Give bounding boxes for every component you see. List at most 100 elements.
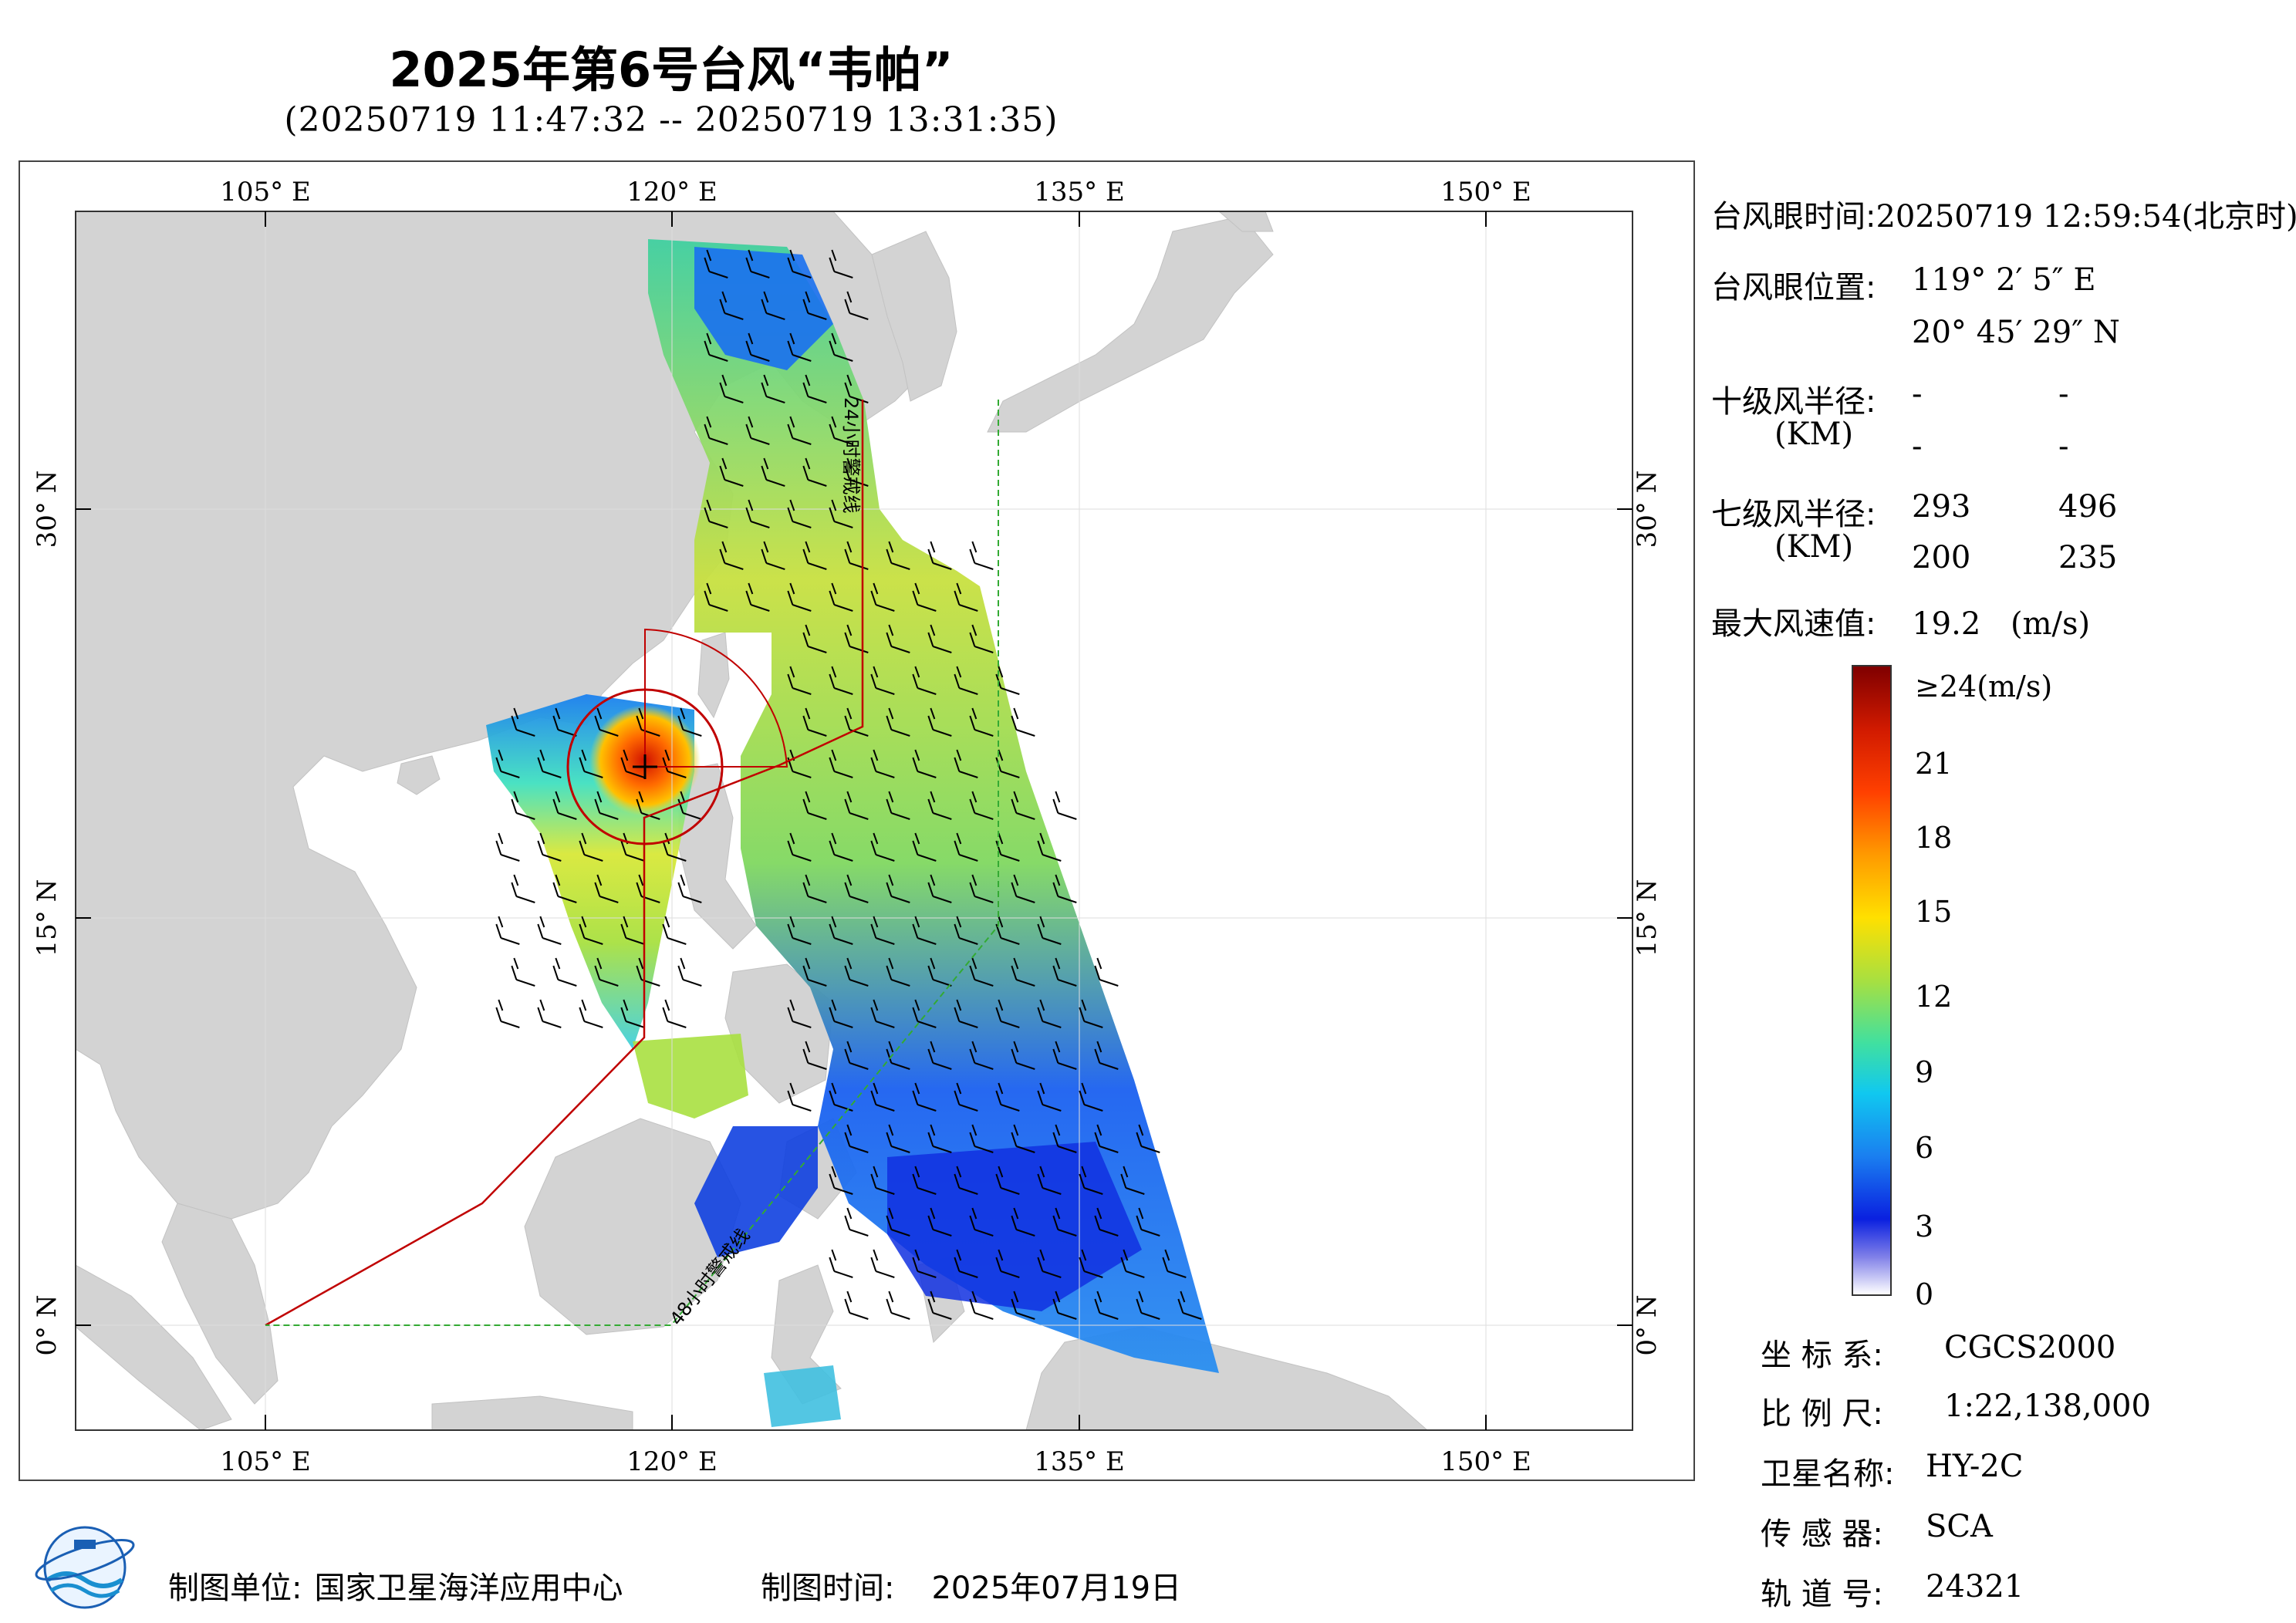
lat-label-right: 0° N <box>1632 1294 1663 1355</box>
wind-barb <box>829 1249 853 1278</box>
wind-barb <box>969 1124 994 1153</box>
wind-barb <box>594 957 619 987</box>
wind-barb <box>1079 1082 1103 1112</box>
wind-barb <box>844 791 869 820</box>
wind-barb <box>594 707 619 737</box>
wind-barb <box>1011 874 1035 903</box>
wind-barb <box>1011 707 1035 737</box>
wind-barb <box>870 1166 895 1195</box>
wind-barb <box>1136 1207 1160 1237</box>
wind-barb <box>1094 1291 1119 1320</box>
max-wind-value: 19.2 <box>1912 606 1981 642</box>
wind-barb <box>829 416 853 445</box>
wind-barb <box>1094 957 1119 987</box>
wind-barb <box>1177 1291 1202 1320</box>
colorbar-tick: 0 <box>1915 1277 1934 1311</box>
wind-barb <box>704 332 728 362</box>
wind-barb <box>787 499 812 528</box>
wind-barb <box>912 1166 937 1195</box>
wind-barb <box>1094 1124 1119 1153</box>
eye-time: 台风眼时间:20250719 12:59:54(北京时) <box>1711 191 2296 236</box>
land <box>76 211 1428 1430</box>
warning-line-48h <box>265 400 999 1326</box>
wind-barb <box>662 916 687 945</box>
colorbar-tick: 3 <box>1915 1210 1934 1243</box>
wind-barb <box>844 457 869 487</box>
wind-barb <box>537 999 562 1028</box>
r10-unit: (KM) <box>1774 417 1854 452</box>
lon-label-top: 120° E <box>626 177 718 208</box>
wind-barb <box>1011 957 1035 987</box>
wind-barb <box>579 999 603 1028</box>
wind-barb <box>1052 791 1077 820</box>
wind-barb <box>1120 1166 1145 1195</box>
map-border <box>75 211 1633 1431</box>
wind-barb <box>870 999 895 1028</box>
wind-barb <box>662 749 687 778</box>
warning-24h-label: 24小时警戒线 <box>840 397 862 514</box>
wind-barb <box>1162 1249 1187 1278</box>
wind-barb <box>829 332 853 362</box>
orbit-value: 24321 <box>1926 1569 2024 1604</box>
lat-label-left: 0° N <box>32 1294 62 1355</box>
wind-barb <box>1052 957 1077 987</box>
wind-barb <box>969 874 994 903</box>
wind-barb <box>969 624 994 653</box>
wind-barb <box>870 1082 895 1112</box>
wind-barb <box>802 541 827 570</box>
wind-barb <box>802 707 827 737</box>
wind-barb <box>1120 1249 1145 1278</box>
wind-barb <box>886 791 910 820</box>
r10-value: - <box>2058 429 2069 464</box>
sensor-value: SCA <box>1926 1509 1993 1544</box>
wind-barb <box>719 457 744 487</box>
wind-barb <box>870 832 895 862</box>
r7-value: 496 <box>2058 489 2118 525</box>
r7-value: 200 <box>1912 540 1971 575</box>
wind-barb <box>1094 1207 1119 1237</box>
wind-barb <box>1037 999 1062 1028</box>
wind-barb <box>787 1082 812 1112</box>
wind-barb <box>1136 1124 1160 1153</box>
date-value: 2025年07月19日 <box>931 1571 1182 1606</box>
wind-barb <box>927 541 952 570</box>
sensor-label: 传 感 器: <box>1761 1517 1883 1552</box>
wind-barb <box>704 416 728 445</box>
eye-position: 台风眼位置: <box>1711 262 1876 307</box>
scale-value: 1:22,138,000 <box>1944 1388 2151 1424</box>
wind-barb <box>745 416 770 445</box>
wind-barb <box>1037 832 1062 862</box>
crs-label: 坐 标 系: <box>1761 1338 1883 1373</box>
wind-barb <box>677 791 702 820</box>
wind-barb <box>829 1082 853 1112</box>
wind-barb <box>969 707 994 737</box>
wind-barb <box>1079 1166 1103 1195</box>
wind-barb <box>787 916 812 945</box>
wind-barb <box>886 957 910 987</box>
wind-barb <box>870 749 895 778</box>
wind-barb <box>969 1207 994 1237</box>
wind-barb <box>829 832 853 862</box>
wind-barb <box>995 1249 1020 1278</box>
wind-barb <box>927 1124 952 1153</box>
colorbar-tick: 9 <box>1915 1055 1934 1089</box>
satellite-label: 卫星名称: <box>1761 1456 1895 1492</box>
wind-barb <box>677 874 702 903</box>
satellite-value: HY-2C <box>1926 1449 2024 1484</box>
wind-barb <box>787 332 812 362</box>
eye-time-value: 20250719 12:59:54(北京时) <box>1876 199 2296 235</box>
wind-barb <box>995 999 1020 1028</box>
wind-barb <box>719 541 744 570</box>
wind-barb <box>511 874 535 903</box>
wind-barb <box>954 999 978 1028</box>
wind-barb <box>886 707 910 737</box>
wind-barb <box>1037 1166 1062 1195</box>
wind-barb <box>579 749 603 778</box>
wind-barb <box>719 291 744 320</box>
wind-barb <box>954 1082 978 1112</box>
wind-barb <box>620 999 645 1028</box>
r10-value: - <box>1912 376 1923 412</box>
r7-value: 293 <box>1912 489 1971 525</box>
wind-barb <box>954 749 978 778</box>
date-label: 制图时间: <box>761 1571 895 1606</box>
